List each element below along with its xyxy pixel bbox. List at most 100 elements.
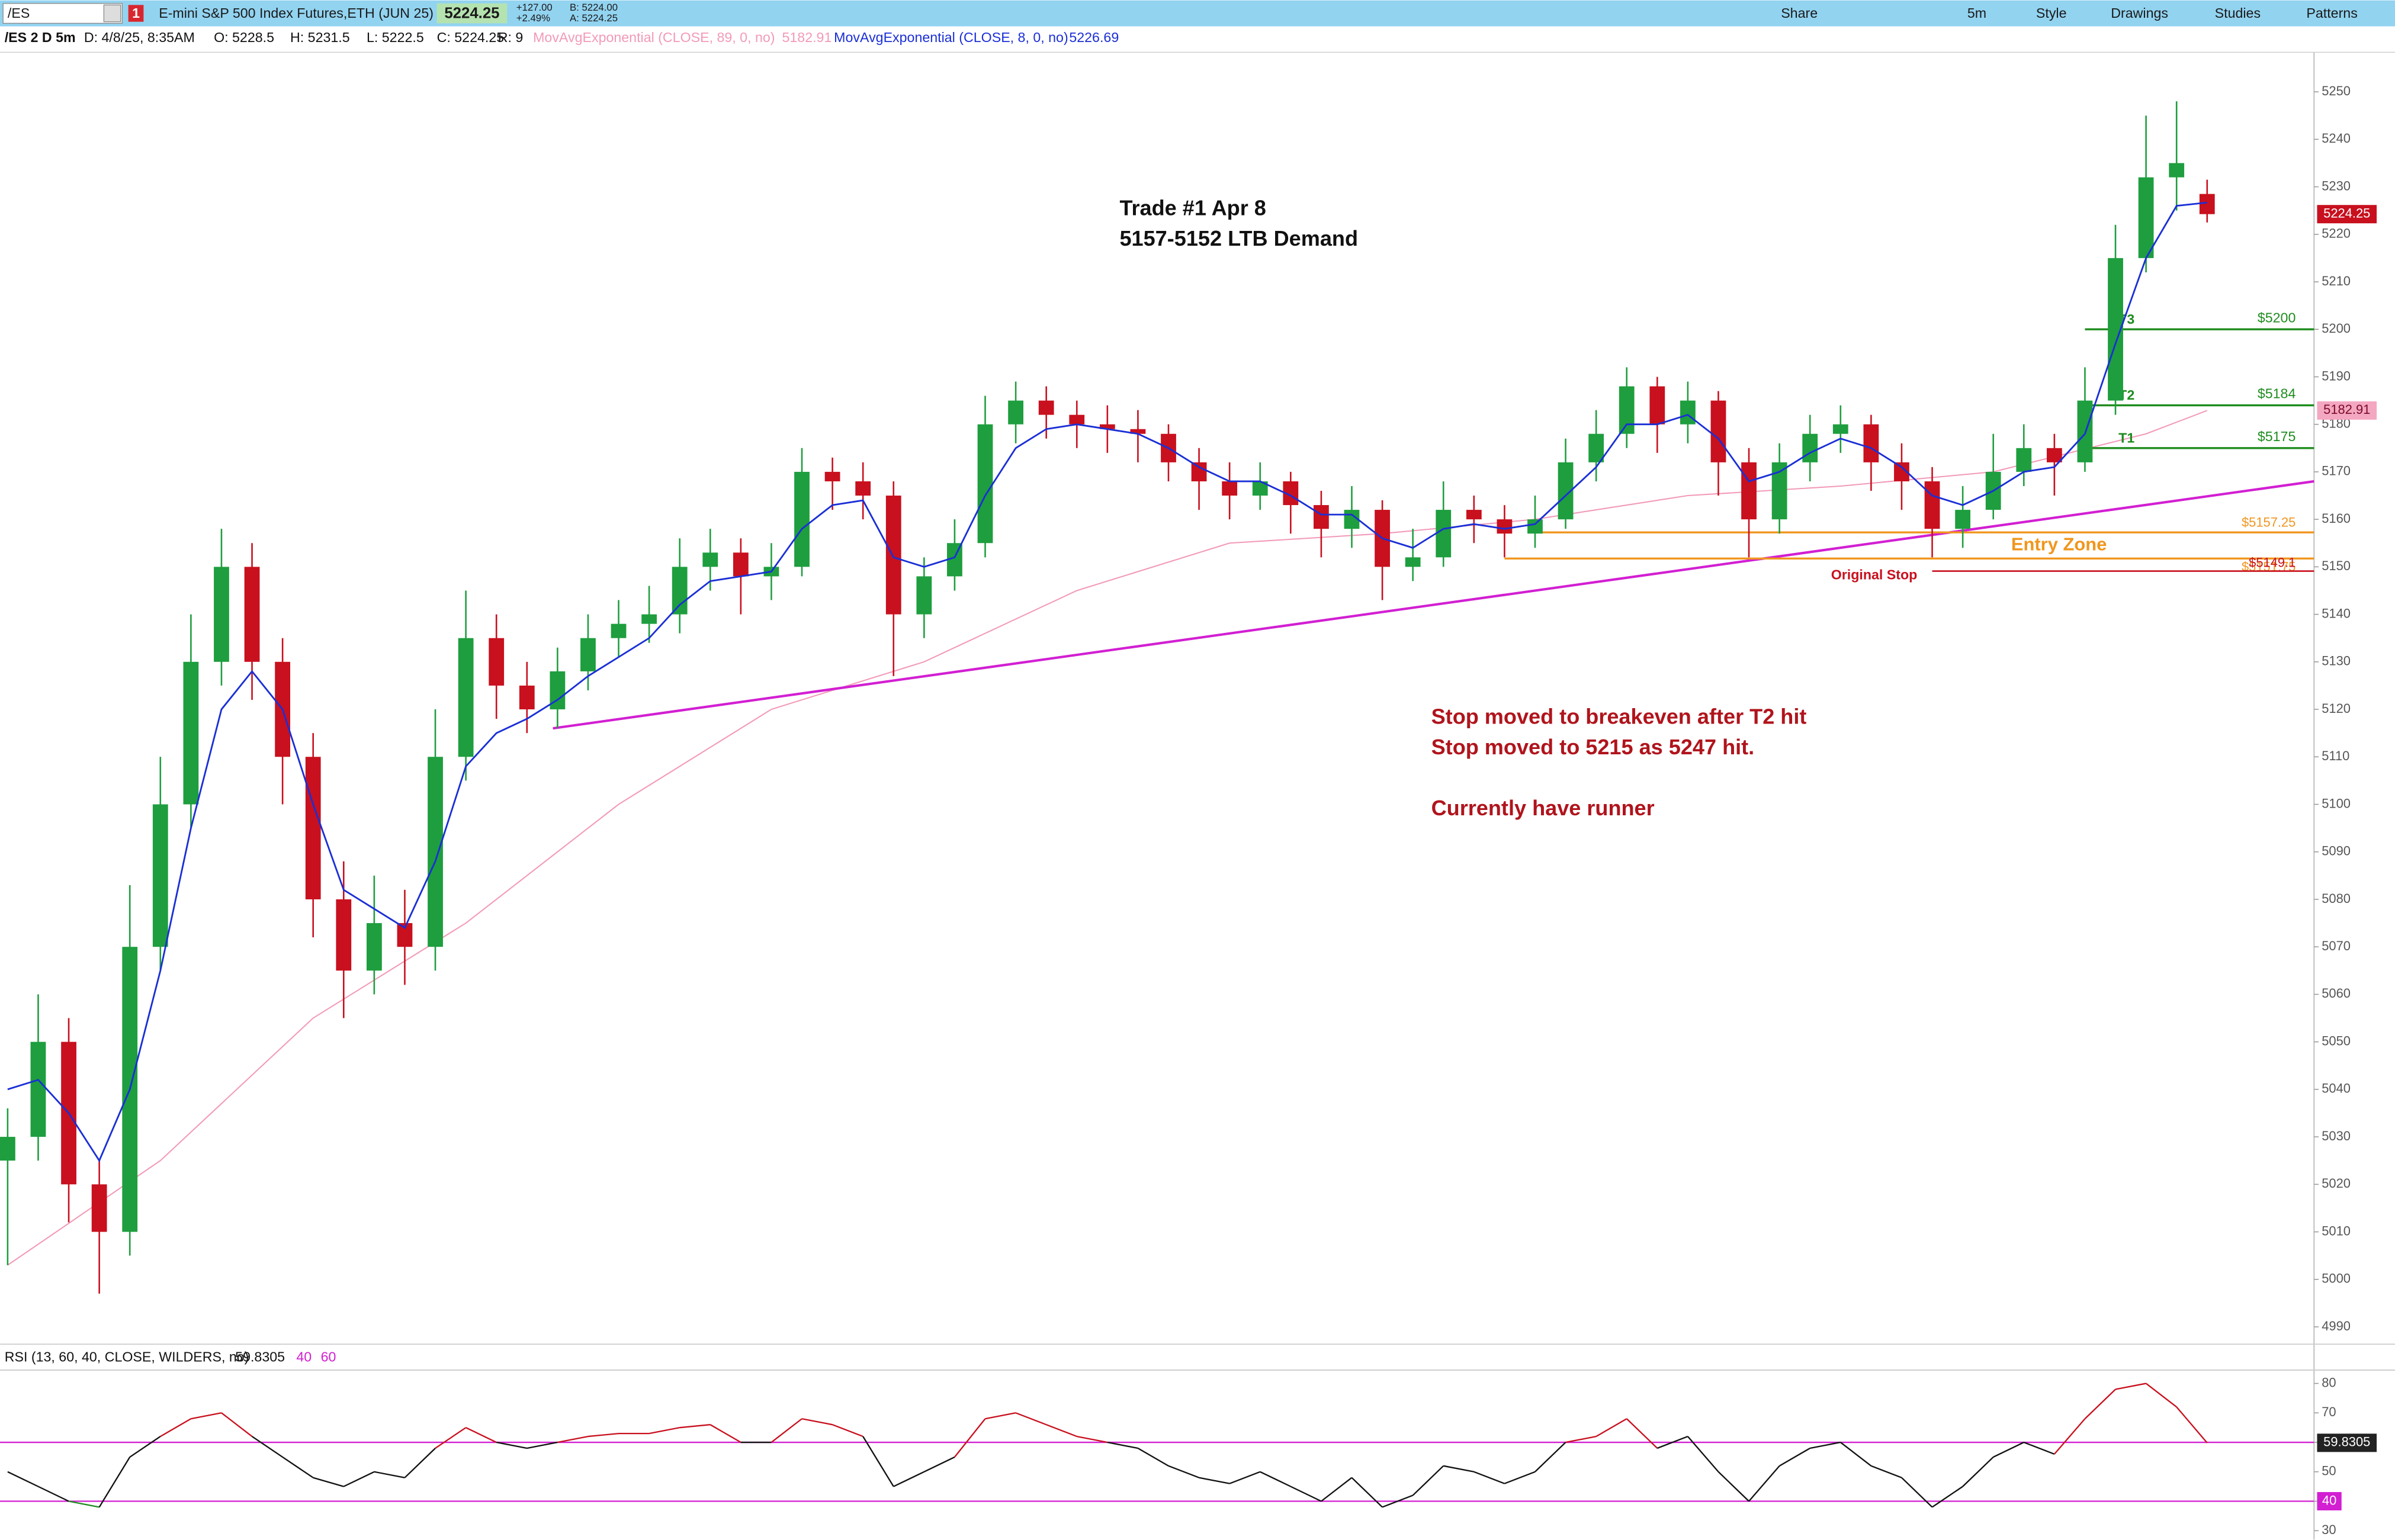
header-item: C: 5224.25	[437, 30, 505, 45]
rsi-level: 40	[296, 1349, 312, 1365]
candle-body	[1314, 505, 1329, 529]
symbol-input[interactable]	[2, 3, 123, 24]
rsi-segment	[465, 1427, 497, 1443]
rsi-segment	[1015, 1412, 1047, 1426]
target-price: $5184	[2258, 386, 2296, 401]
rsi-segment	[1840, 1442, 1872, 1467]
rsi-tag-text: 59.8305	[2323, 1435, 2370, 1449]
rsi-segment	[1870, 1465, 1902, 1478]
rsi-segment	[1382, 1494, 1414, 1508]
candle-body	[1802, 433, 1818, 462]
y-tick-label: 30	[2322, 1522, 2336, 1537]
candle-body	[2046, 448, 2062, 462]
ema89-value: 5182.91	[782, 30, 831, 45]
rsi-segment	[1412, 1465, 1444, 1496]
button[interactable]: Patterns	[2306, 5, 2357, 21]
last-box	[436, 3, 508, 24]
last-price: 5224.25	[444, 5, 499, 22]
candle-body	[0, 1137, 15, 1161]
candle-body	[336, 899, 352, 971]
rsi-segment	[679, 1424, 711, 1429]
candle-body	[977, 424, 993, 544]
bid: B: 5224.00	[570, 2, 618, 13]
rsi-segment	[557, 1435, 589, 1443]
candle-body	[91, 1184, 107, 1232]
rsi-segment	[2176, 1406, 2208, 1443]
y-tick-label: 5060	[2322, 986, 2351, 1001]
rsi-segment	[587, 1432, 619, 1438]
rsi-segment	[37, 1486, 69, 1502]
rsi-segment	[923, 1456, 955, 1473]
candle-body	[458, 638, 474, 757]
candle-body	[244, 567, 260, 662]
rsi-segment	[1473, 1471, 1505, 1484]
rsi-level-tag-text: 40	[2322, 1493, 2336, 1507]
y-tick-label: 5110	[2322, 748, 2349, 763]
toolbar	[0, 0, 2395, 27]
candle-body	[702, 552, 718, 567]
y-tick-label: 4990	[2322, 1319, 2351, 1333]
candle-body	[1497, 519, 1513, 534]
rsi-segment	[526, 1441, 558, 1449]
button[interactable]: Studies	[2215, 5, 2261, 21]
button[interactable]: Style	[2036, 5, 2067, 21]
symbol: /ES	[8, 5, 30, 21]
rsi-segment	[435, 1427, 467, 1449]
candle-body	[733, 552, 749, 577]
candle-body	[305, 757, 321, 899]
y-tick-label: 5050	[2322, 1033, 2351, 1048]
rsi-segment	[1107, 1441, 1138, 1449]
candle-body	[1130, 429, 1146, 434]
rsi-segment	[2145, 1383, 2177, 1408]
y-tick-label: 5220	[2322, 226, 2351, 241]
rsi-segment	[1565, 1435, 1597, 1443]
entry-price: $5157.25	[2242, 515, 2296, 530]
candle-body	[1008, 400, 1023, 425]
candle-body	[1924, 481, 1940, 529]
candle-body	[1222, 481, 1238, 496]
candle-body	[824, 471, 840, 481]
ema8-line	[7, 201, 2207, 1163]
y-tick-label: 70	[2322, 1404, 2336, 1419]
rsi-segment	[1809, 1441, 1841, 1449]
y-tick-label: 5090	[2322, 844, 2351, 859]
rsi-segment	[251, 1436, 283, 1458]
y-tick-label: 5020	[2322, 1176, 2351, 1191]
candle-body	[366, 923, 382, 971]
rsi-segment	[404, 1448, 436, 1478]
rsi-segment	[1321, 1477, 1353, 1502]
ask: A: 5224.25	[570, 12, 618, 24]
y-tick-label: 5200	[2322, 321, 2351, 336]
candle-body	[1619, 386, 1635, 434]
candle-body	[672, 567, 688, 615]
header-item: O: 5228.5	[214, 30, 274, 45]
rsi-segment	[343, 1471, 375, 1487]
rsi-segment	[1443, 1465, 1475, 1473]
candle-body	[794, 471, 810, 567]
candle-body	[1955, 510, 1971, 529]
button[interactable]: Drawings	[2111, 5, 2168, 21]
change: +127.00	[516, 2, 553, 13]
button[interactable]: 5m	[1967, 5, 1986, 21]
y-tick-label: 5230	[2322, 178, 2351, 193]
y-tick-label: 5120	[2322, 701, 2351, 716]
candle-body	[1741, 462, 1757, 520]
dropdown[interactable]	[103, 4, 121, 22]
candle-body	[1710, 400, 1726, 462]
header-item: L: 5222.5	[367, 30, 424, 45]
ema89-line	[7, 410, 2208, 1266]
rsi-segment	[954, 1418, 986, 1458]
price-tag	[2317, 205, 2377, 224]
rsi-segment	[1046, 1424, 1077, 1438]
rsi-segment	[374, 1471, 405, 1478]
candle-body	[1680, 400, 1696, 425]
y-tick-label: 5190	[2322, 368, 2351, 383]
candle-body	[1038, 400, 1054, 415]
price-tag	[2317, 401, 2377, 420]
rsi-segment	[98, 1457, 131, 1508]
candle-body	[30, 1041, 46, 1137]
candle-body	[1863, 424, 1879, 462]
candle-body	[1527, 519, 1543, 534]
y-tick-label: 5140	[2322, 606, 2351, 620]
button[interactable]: Share	[1781, 5, 1818, 21]
